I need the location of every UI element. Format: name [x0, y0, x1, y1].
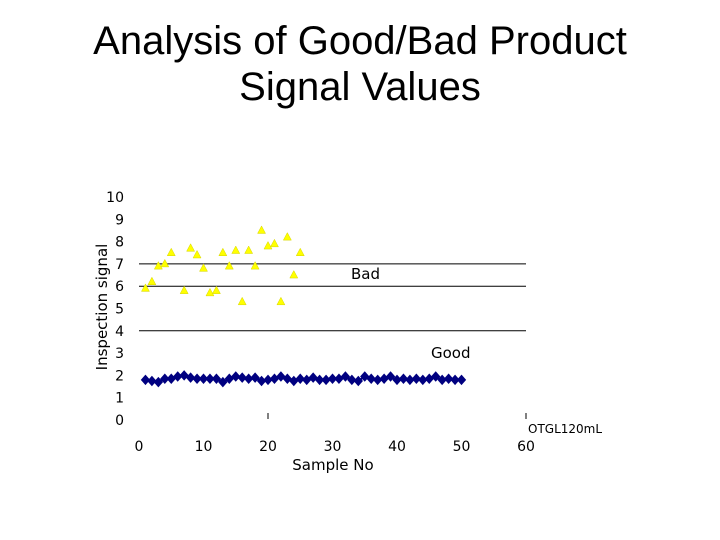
x-tick-label: 60	[517, 439, 535, 455]
good-point	[450, 374, 460, 386]
good-point	[192, 373, 202, 384]
good-point	[231, 371, 241, 382]
bad-point	[257, 225, 266, 234]
y-tick-label: 9	[115, 212, 124, 228]
bad-point	[192, 249, 202, 259]
bad-point	[153, 261, 163, 270]
y-tick-label: 5	[115, 302, 124, 318]
bad-point	[295, 247, 305, 256]
y-tick-label: 0	[115, 413, 124, 429]
reference-lines	[139, 263, 527, 419]
good-point	[347, 374, 357, 386]
chart-marks	[140, 225, 467, 388]
bad-point	[147, 276, 157, 285]
y-tick-label: 1	[115, 391, 124, 407]
x-tick-label: 10	[195, 439, 213, 455]
good-series	[140, 370, 467, 388]
bad-point	[166, 247, 176, 256]
good-point	[366, 373, 376, 384]
x-tick-label: 40	[388, 439, 406, 455]
bad-point	[211, 285, 221, 294]
good-point	[314, 374, 325, 386]
y-tick-label: 6	[115, 279, 124, 295]
bad-point	[237, 296, 247, 306]
bad-point	[282, 232, 292, 241]
good-point	[211, 373, 222, 384]
x-axis-label: Sample No	[292, 456, 373, 474]
good-point	[295, 373, 305, 384]
bad-point	[224, 261, 234, 270]
bad-point	[160, 258, 170, 268]
good-point	[160, 373, 170, 384]
bad-point	[218, 247, 228, 256]
good-point	[340, 371, 351, 382]
title-line-1: Analysis of Good/Bad Product	[93, 19, 627, 63]
bad-point	[289, 270, 299, 279]
good-point	[205, 373, 215, 384]
bad-point	[199, 263, 208, 272]
bad-point	[244, 245, 254, 254]
good-point	[153, 376, 164, 388]
good-point	[140, 374, 151, 386]
y-axis-ticks: 0 1 2 3 4 5 6 7 8 9 10	[106, 190, 124, 429]
good-annotation: Good	[431, 344, 471, 362]
y-tick-label: 8	[115, 235, 124, 251]
good-point	[431, 371, 441, 382]
slide-title: Analysis of Good/Bad Product Signal Valu…	[40, 18, 680, 110]
bad-point	[186, 243, 196, 252]
title-line-2: Signal Values	[239, 65, 481, 109]
bad-series	[141, 225, 305, 306]
bad-point	[276, 296, 286, 306]
bad-point	[205, 287, 215, 297]
y-axis-label: Inspection signal	[93, 244, 111, 371]
good-point	[147, 375, 157, 387]
good-point	[398, 373, 409, 384]
bad-point	[270, 238, 279, 248]
good-point	[327, 373, 338, 384]
x-axis-ticks: 0 10 20 30 40 50 60	[135, 439, 535, 455]
y-tick-label: 7	[115, 257, 124, 273]
good-point	[237, 372, 247, 383]
bad-point	[250, 261, 260, 270]
good-point	[385, 371, 396, 382]
y-tick-label: 10	[106, 190, 124, 206]
bad-point	[179, 285, 189, 294]
good-point	[456, 374, 467, 386]
y-tick-label: 2	[115, 368, 124, 384]
good-point	[185, 372, 196, 383]
model-annotation: OTGL120mL	[528, 422, 602, 436]
x-tick-label: 50	[453, 439, 471, 455]
good-point	[353, 375, 363, 387]
good-point	[250, 372, 260, 383]
x-tick-label: 0	[135, 439, 144, 455]
x-tick-label: 20	[259, 439, 277, 455]
y-tick-label: 4	[115, 324, 124, 340]
bad-point	[263, 241, 273, 250]
good-point	[443, 373, 454, 384]
bad-point	[231, 245, 241, 254]
x-tick-label: 30	[324, 439, 342, 455]
good-point	[411, 373, 422, 384]
y-tick-label: 3	[115, 346, 124, 362]
good-point	[218, 376, 228, 388]
bad-point	[141, 283, 150, 292]
bad-annotation: Bad	[351, 265, 380, 283]
good-point	[198, 373, 209, 384]
